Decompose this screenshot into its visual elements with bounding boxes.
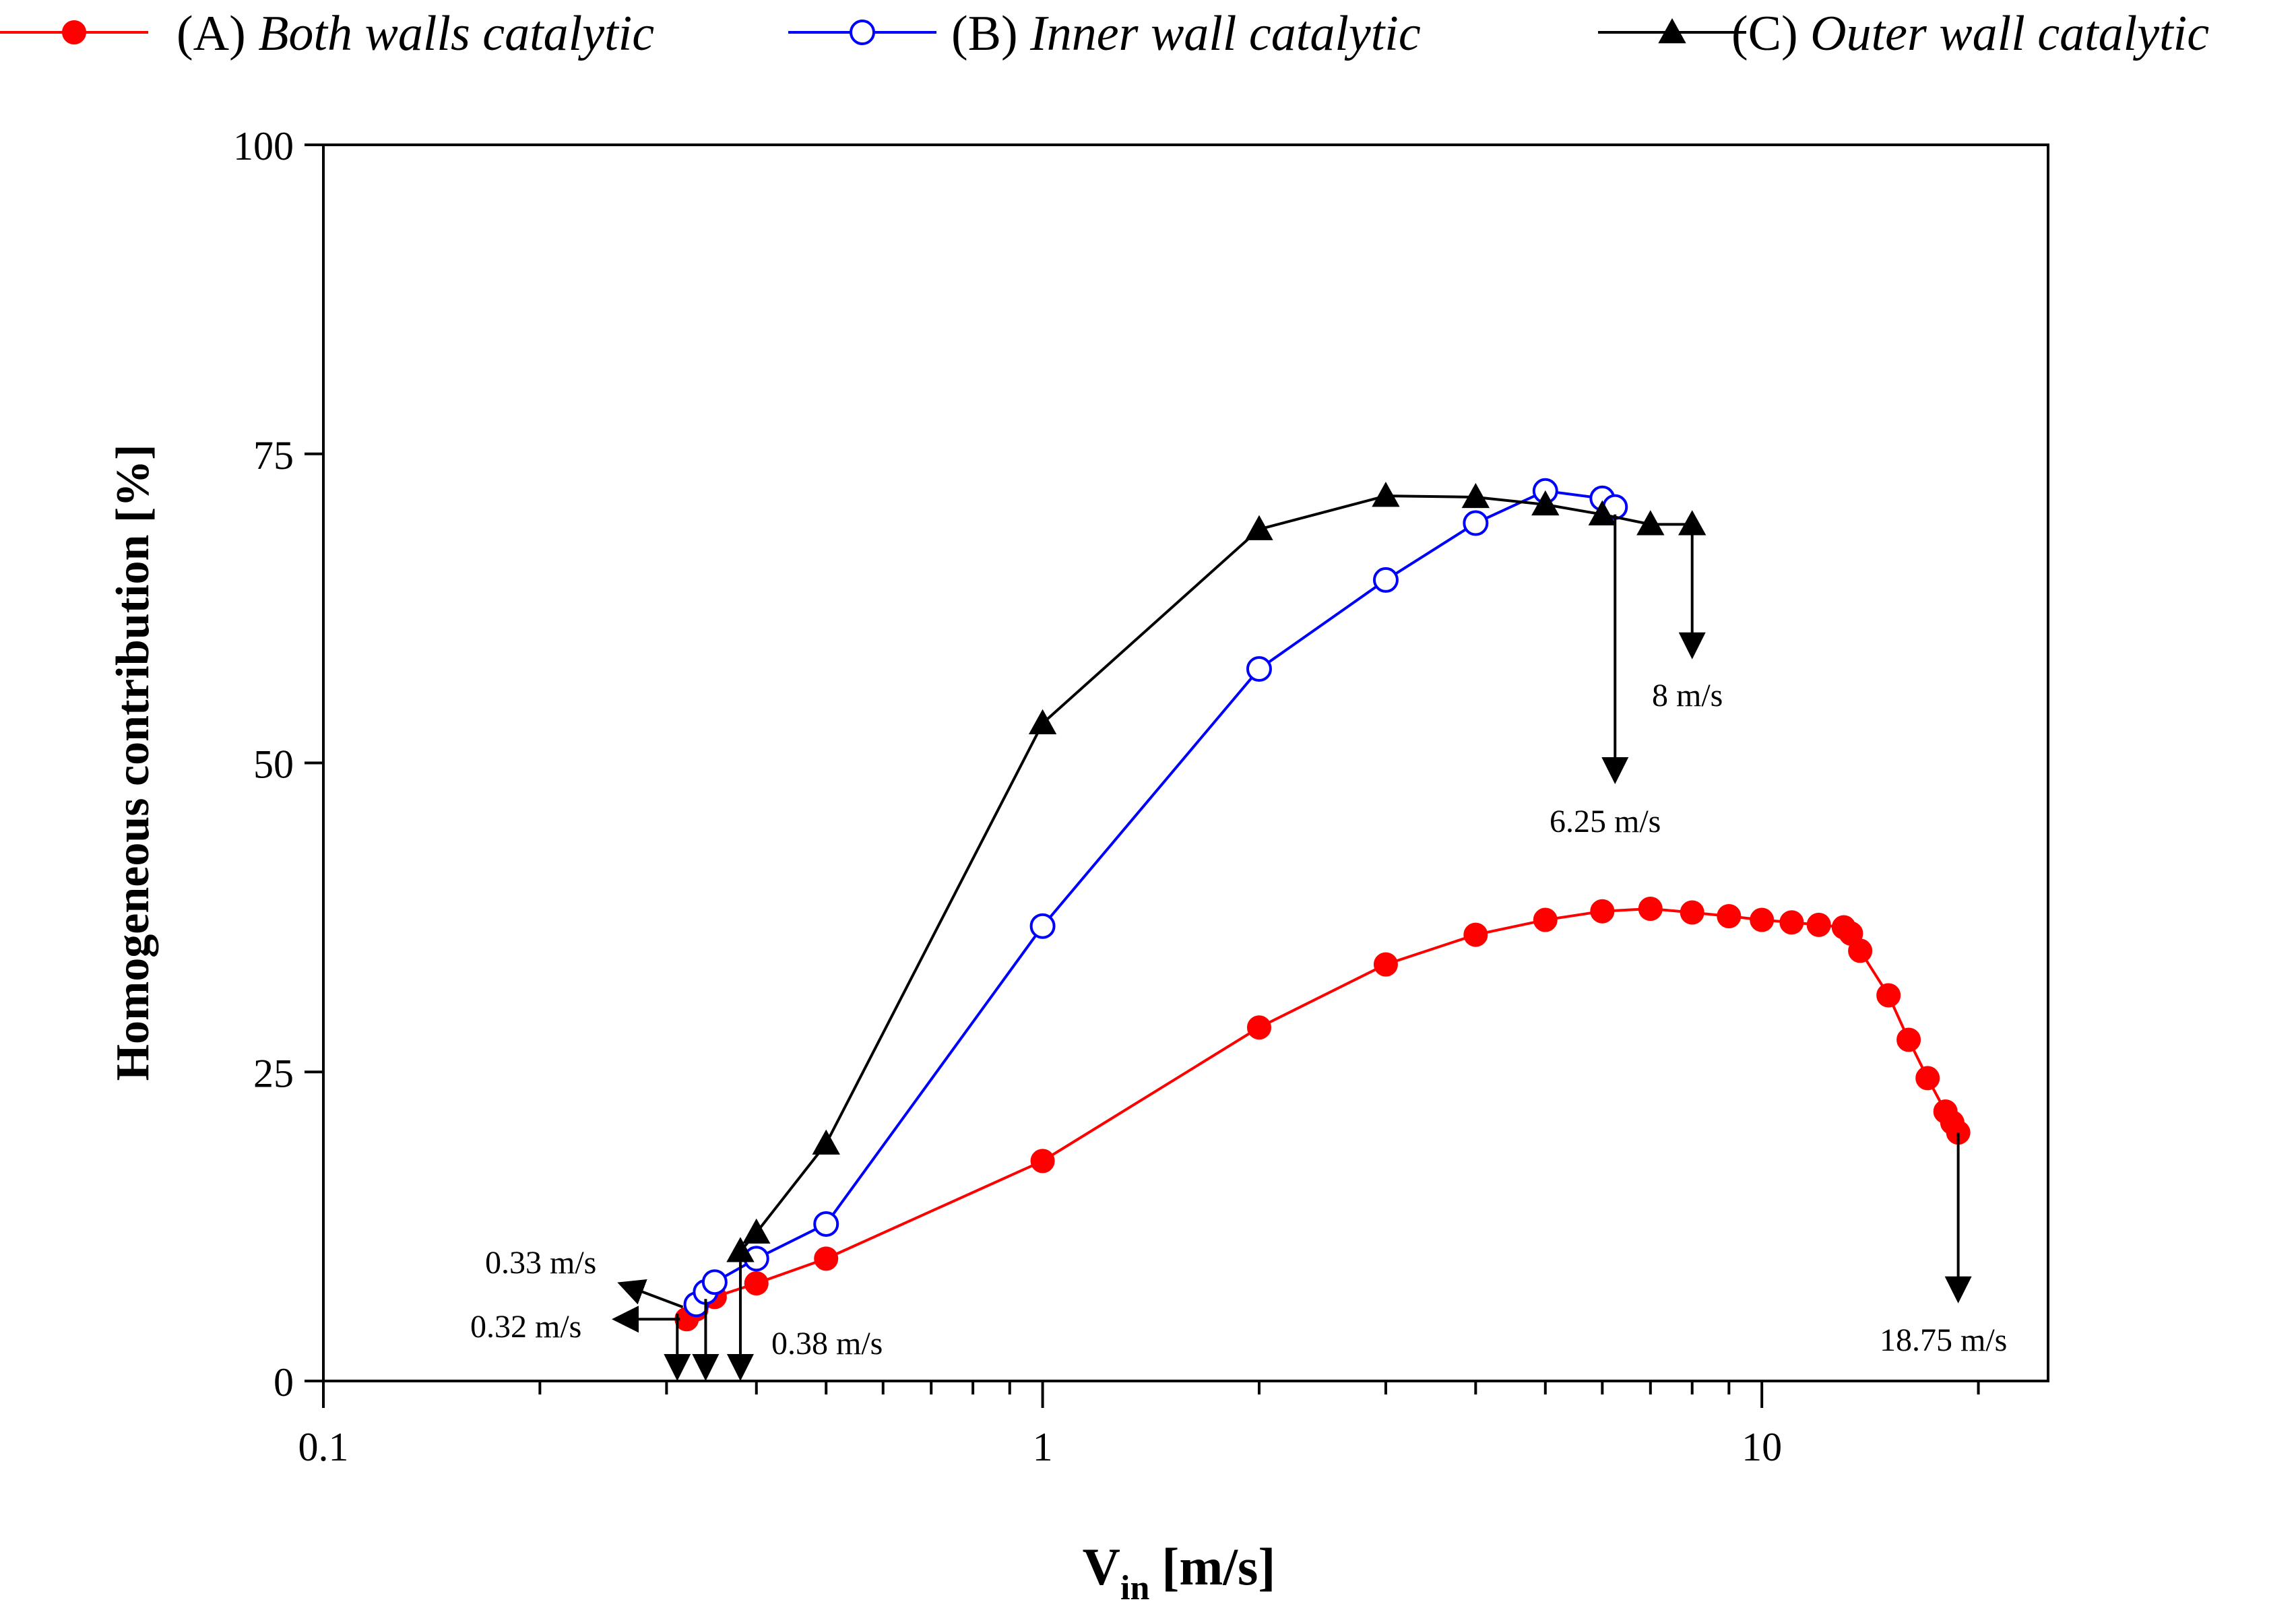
annotation-label: 0.33 m/s xyxy=(485,1245,596,1281)
data-point-C xyxy=(1245,515,1273,540)
legend-marker-B xyxy=(850,20,875,45)
x-axis-title: Vin [m/s] xyxy=(1083,1537,1276,1606)
plot-frame xyxy=(322,143,2049,1382)
data-point-A xyxy=(1533,907,1558,932)
legend-prefix: (A) xyxy=(177,6,258,61)
series-A xyxy=(674,897,1971,1332)
annotations-layer: 0.33 m/s 0.32 m/s 0.38 m/s 8 m/s 6.25 m/s 18.… xyxy=(470,514,2007,1381)
y-tick-label: 50 xyxy=(253,742,294,787)
data-point-A xyxy=(1590,899,1615,924)
x-axis-title-unit: [m/s] xyxy=(1161,1537,1275,1596)
legend-text: Outer wall catalytic xyxy=(1810,6,2209,61)
arrow-0-33 xyxy=(617,1279,684,1309)
x-tick-label: 10 xyxy=(1742,1425,1782,1469)
x-axis-title-sub: in xyxy=(1120,1569,1149,1606)
annotation-label: 8 m/s xyxy=(1652,678,1723,713)
data-point-B xyxy=(1463,510,1489,536)
y-tick-label: 25 xyxy=(253,1051,294,1095)
legend-text: Inner wall catalytic xyxy=(1029,6,1421,61)
legend: (A) Both walls catalytic (B) Inner wall c… xyxy=(0,6,2209,61)
x-tick-label: 1 xyxy=(1033,1425,1053,1469)
data-point-A xyxy=(1638,897,1663,922)
data-point-A xyxy=(1463,922,1488,947)
data-point-A xyxy=(1806,912,1831,937)
data-point-A xyxy=(744,1271,769,1296)
y-axis-title: Homogeneous contribution [%] xyxy=(107,445,159,1081)
data-point-A xyxy=(1848,938,1873,963)
legend-marker-A xyxy=(62,20,86,44)
series-B xyxy=(683,478,1628,1318)
data-point-B xyxy=(1372,567,1399,593)
legend-label-A: (A) Both walls catalytic xyxy=(177,6,654,61)
data-point-B xyxy=(813,1211,839,1237)
y-tick-label: 100 xyxy=(233,124,294,168)
data-point-C xyxy=(1636,510,1665,536)
y-tick-label: 75 xyxy=(253,433,294,478)
annotation-label: 18.75 m/s xyxy=(1880,1322,2007,1358)
data-point-A xyxy=(1373,952,1398,977)
data-point-A xyxy=(1030,1149,1055,1174)
data-point-C xyxy=(1372,482,1400,507)
legend-prefix: (B) xyxy=(951,6,1030,61)
annotation-label: 0.38 m/s xyxy=(771,1326,883,1361)
series-line-B xyxy=(695,489,1616,1306)
axis-ticks: 0 25 50 75 100 0.1 1 10 xyxy=(233,124,1980,1469)
legend-text: Both walls catalytic xyxy=(258,6,654,61)
data-point-C xyxy=(1531,490,1560,516)
data-point-A xyxy=(814,1246,839,1271)
data-point-B xyxy=(701,1269,728,1295)
data-point-A xyxy=(1246,1015,1271,1040)
series-line-A xyxy=(685,907,1960,1320)
data-point-B xyxy=(1029,913,1056,939)
data-point-A xyxy=(1915,1066,1940,1091)
data-point-A xyxy=(1717,904,1742,929)
data-point-A xyxy=(1750,907,1775,932)
data-point-B xyxy=(1246,656,1272,682)
series-layer xyxy=(674,478,1971,1332)
data-point-A xyxy=(1896,1027,1921,1052)
legend-item-A: (A) Both walls catalytic xyxy=(0,6,654,61)
legend-label-B: (B) Inner wall catalytic xyxy=(951,6,1421,61)
data-point-A xyxy=(1680,900,1704,925)
data-point-A xyxy=(1779,910,1804,935)
annotation-label: 0.32 m/s xyxy=(470,1309,581,1345)
annotation-label: 6.25 m/s xyxy=(1550,804,1661,839)
legend-item-B: (B) Inner wall catalytic xyxy=(788,6,1421,61)
x-axis-title-main: V xyxy=(1083,1537,1120,1596)
data-point-C xyxy=(1461,482,1490,509)
data-point-C xyxy=(1028,709,1057,734)
x-tick-label: 0.1 xyxy=(298,1425,349,1469)
data-point-C xyxy=(812,1129,840,1155)
y-tick-label: 0 xyxy=(274,1360,294,1405)
legend-label-C: (C) Outer wall catalytic xyxy=(1731,6,2209,61)
series-line-C xyxy=(739,494,1692,1252)
legend-marker-C xyxy=(1658,18,1686,44)
series-C xyxy=(726,482,1707,1262)
data-point-C xyxy=(742,1218,771,1244)
data-point-A xyxy=(1876,983,1901,1008)
legend-item-C: (C) Outer wall catalytic xyxy=(1598,6,2209,61)
legend-prefix: (C) xyxy=(1731,6,1810,61)
data-point-C xyxy=(1588,500,1617,525)
